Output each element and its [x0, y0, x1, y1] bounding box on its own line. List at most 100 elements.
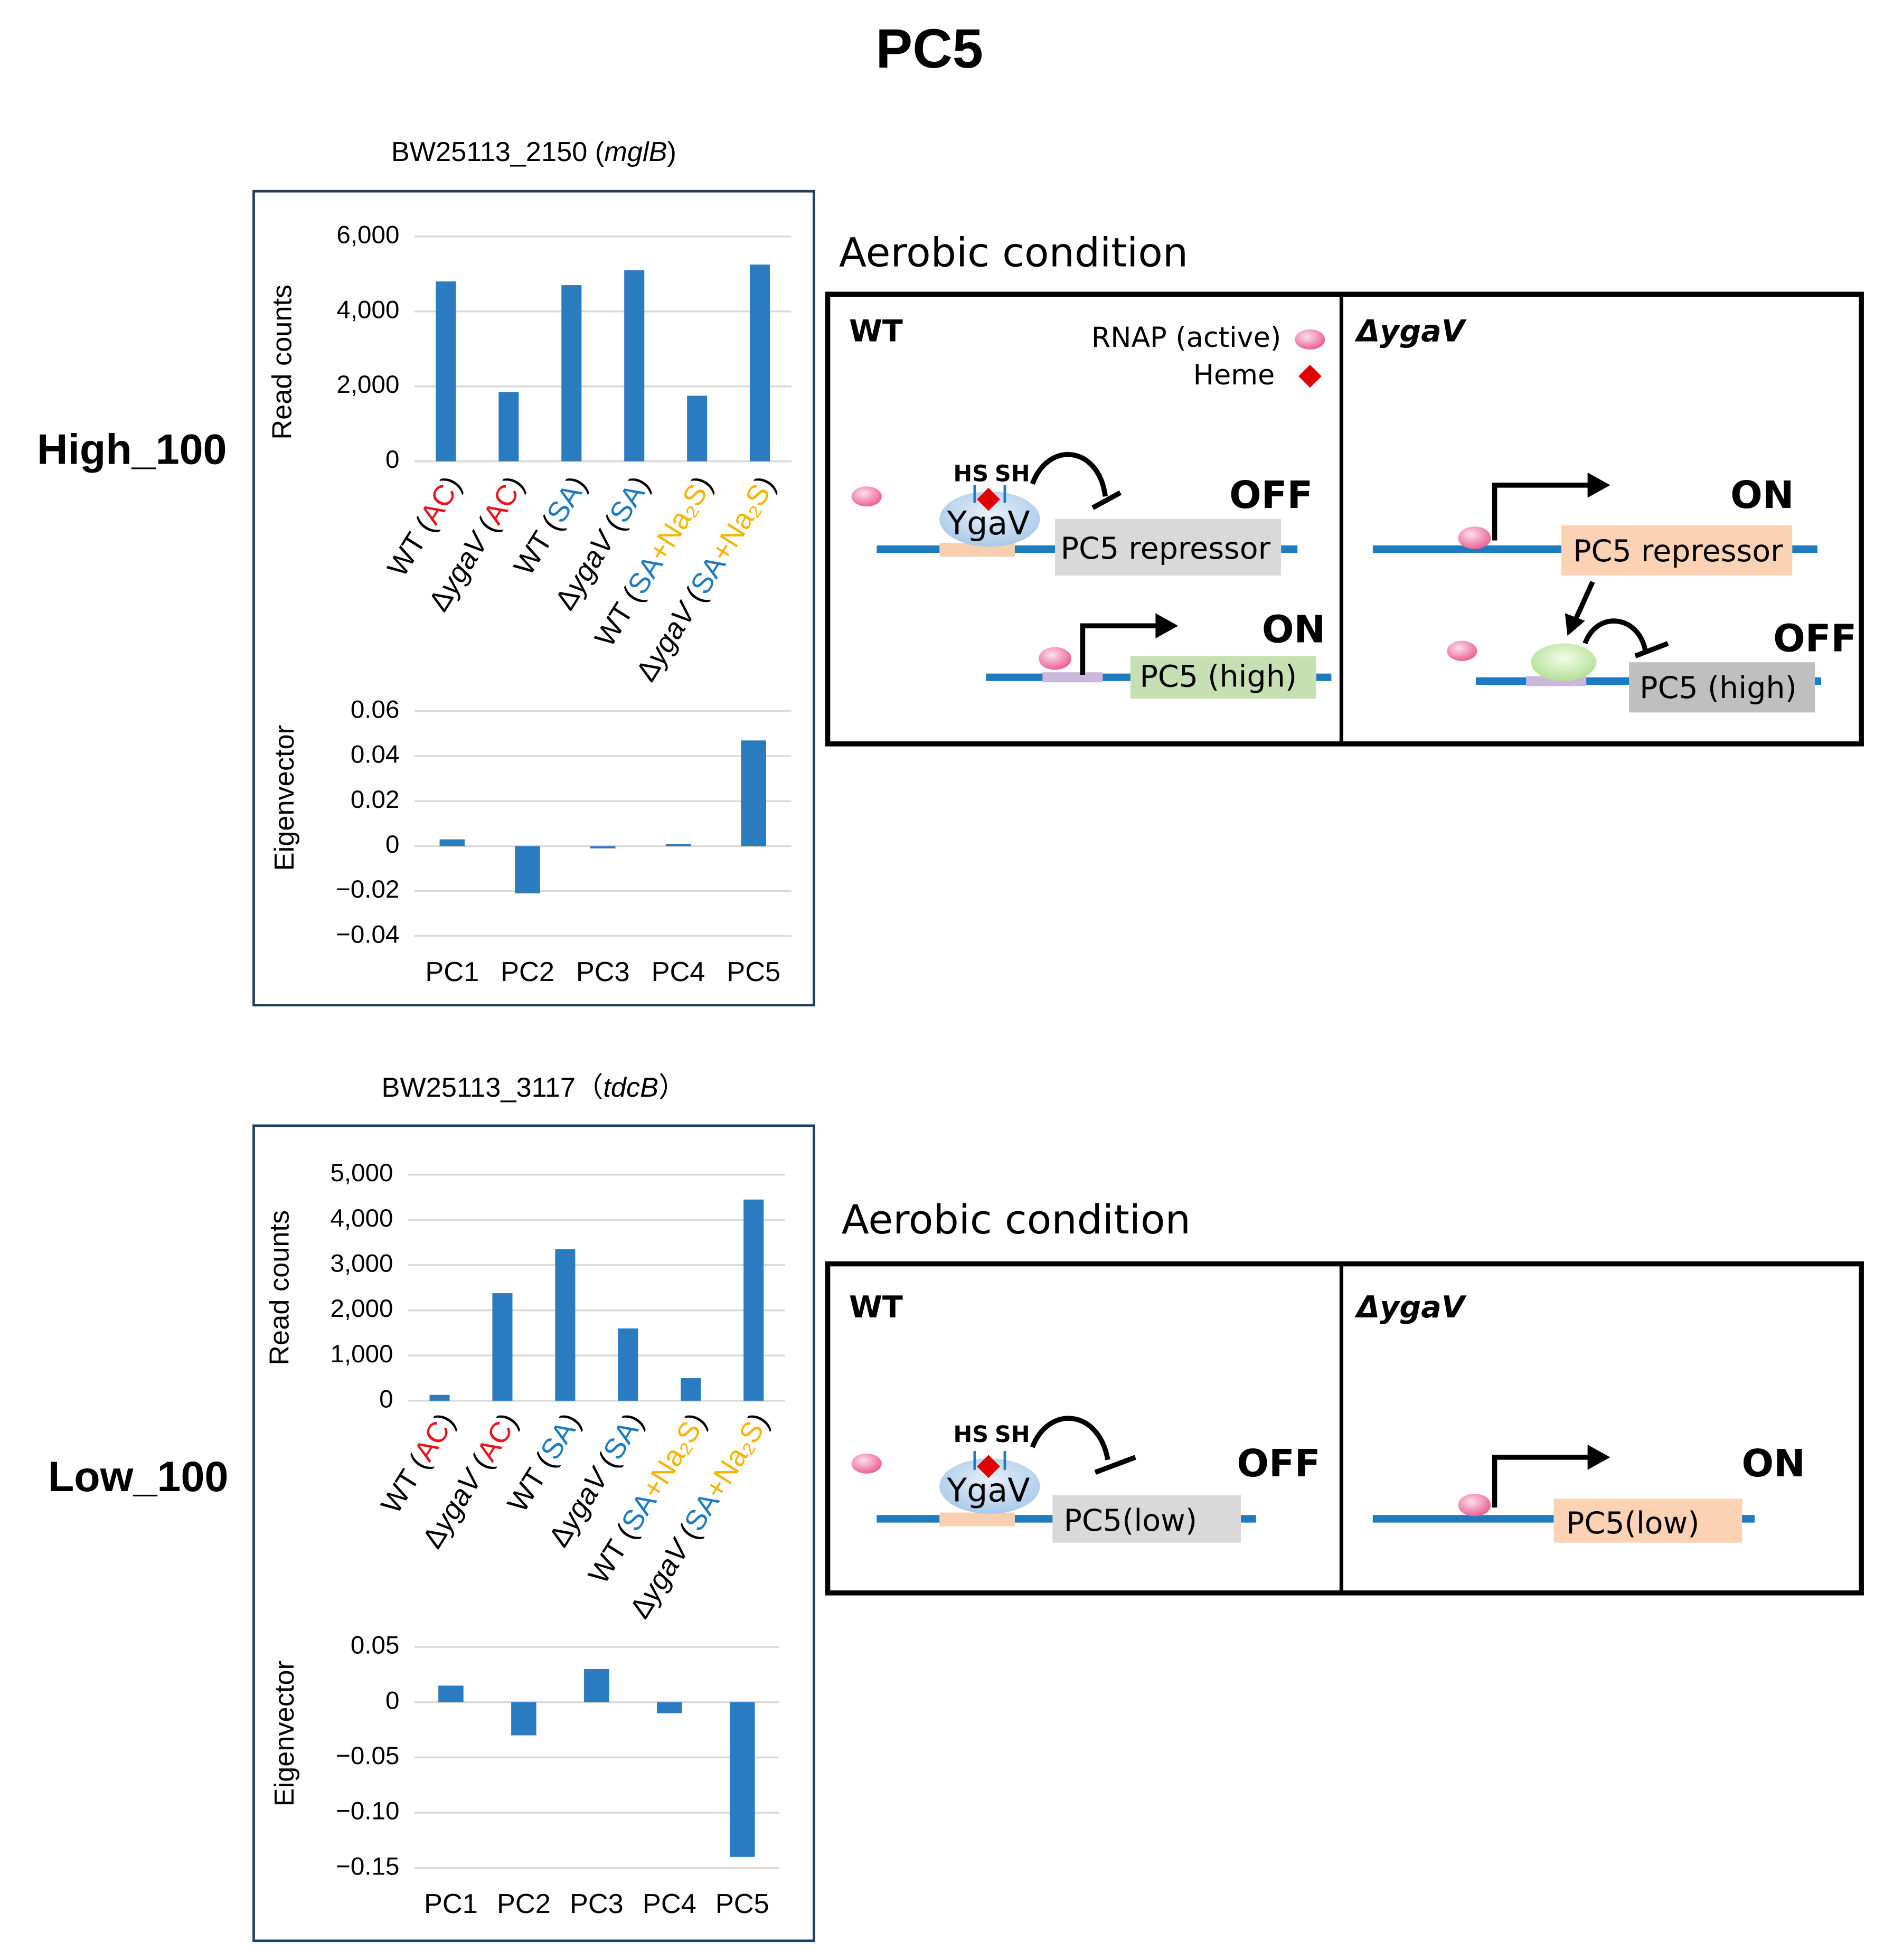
y-axis-label: Eigenvector: [269, 725, 300, 871]
bar: [624, 270, 645, 461]
rnap: [851, 486, 882, 507]
label: YgaV: [946, 504, 1030, 542]
y-tick-label: 4,000: [336, 296, 399, 324]
y-axis-label: Read counts: [267, 285, 297, 440]
diagram-title: Aerobic condition: [839, 229, 1188, 276]
x-tick-label: PC3: [576, 957, 630, 987]
bar: [561, 285, 582, 461]
bar: [665, 844, 691, 846]
y-tick-label: 5,000: [330, 1159, 393, 1187]
diagram-title: Aerobic condition: [842, 1196, 1191, 1243]
y-tick-label: 0.05: [351, 1632, 400, 1660]
rnap: [1447, 640, 1477, 661]
y-axis-label: Read counts: [265, 1210, 295, 1365]
x-tick-label: PC5: [715, 1889, 769, 1919]
rnap-icon: [1295, 329, 1325, 350]
bar: [743, 1199, 764, 1401]
panel-label: ΔygaV: [1354, 1290, 1467, 1325]
repression: [1030, 1416, 1110, 1460]
label: SH: [995, 1421, 1030, 1448]
y-tick-label: 2,000: [330, 1295, 393, 1323]
x-tick-label: PC2: [501, 957, 554, 987]
row-label: High_100: [37, 426, 227, 473]
bar: [584, 1669, 609, 1702]
rnap: [1458, 1493, 1491, 1516]
bar: [492, 1293, 513, 1401]
panel-label: WT: [849, 1290, 903, 1325]
heme: [977, 487, 1000, 511]
chart-frame: [252, 1124, 815, 1943]
chart-frame: [252, 190, 815, 1006]
gene-label: PC5 (high): [1139, 659, 1297, 694]
y-tick-label: 2,000: [336, 371, 399, 399]
label: YgaV: [946, 1472, 1030, 1510]
row-label: Low_100: [48, 1453, 229, 1501]
transcription-arrow: [1080, 623, 1162, 675]
y-tick-label: 3,000: [330, 1250, 393, 1278]
rnap: [1458, 526, 1491, 550]
bar: [687, 395, 708, 461]
state: OFF: [1773, 616, 1857, 660]
bar: [590, 846, 616, 849]
bar: [750, 265, 770, 461]
bar: [515, 846, 540, 893]
x-tick-label: PC4: [652, 957, 705, 987]
panel-frame: [825, 1261, 1864, 1596]
gene-box: [1629, 662, 1815, 713]
y-tick-label: −0.10: [336, 1797, 399, 1825]
gene-box: [1055, 519, 1282, 576]
label: SH: [995, 460, 1030, 487]
state: ON: [1730, 473, 1794, 517]
y-tick-label: 0: [385, 831, 399, 859]
y-tick-label: 0: [379, 1385, 393, 1413]
repression: [1582, 618, 1648, 652]
y-tick-label: −0.02: [336, 875, 399, 903]
y-tick-label: 0.04: [351, 741, 400, 769]
gene-label: PC5 (high): [1640, 671, 1797, 705]
gene-box: [1561, 525, 1793, 576]
transcription-arrow: [1492, 483, 1593, 541]
repression: [1030, 452, 1108, 497]
bar: [681, 1378, 701, 1401]
x-tick-label: PC1: [424, 1889, 478, 1919]
operator: [939, 1512, 1015, 1526]
y-tick-label: 0: [385, 446, 399, 474]
y-tick-label: 6,000: [336, 221, 399, 249]
x-tick-label: PC1: [425, 957, 479, 987]
repressor-protein: [1531, 643, 1597, 681]
label: HS: [953, 1421, 988, 1448]
bar: [741, 740, 766, 846]
gene-label: PC5 repressor: [1573, 534, 1783, 569]
expression-arrow: [1572, 581, 1595, 622]
chart-title: BW25113_2150 (mglB): [391, 137, 676, 167]
diagram: Aerobic condition WT ΔygaV HS SH YgaV PC…: [825, 1196, 1864, 1596]
state: ON: [1262, 608, 1325, 652]
rnap: [1039, 647, 1072, 670]
ygav-protein: [939, 1458, 1040, 1514]
gene-box: [1052, 1495, 1241, 1543]
bar: [555, 1249, 576, 1401]
y-tick-label: −0.05: [336, 1742, 399, 1770]
chart-title: BW25113_3117（tdcB）: [381, 1072, 686, 1103]
bar: [657, 1702, 682, 1713]
bar: [429, 1394, 450, 1401]
panel-label: WT: [849, 314, 903, 349]
x-tick-label: PC4: [643, 1889, 696, 1919]
repression-bar: [1634, 641, 1669, 658]
ygav-protein: [939, 491, 1040, 547]
bar: [439, 839, 465, 846]
y-tick-label: −0.15: [336, 1852, 399, 1880]
y-axis-label: Eigenvector: [269, 1661, 300, 1806]
repression-bar: [1094, 1455, 1136, 1475]
heme-icon: [1298, 364, 1322, 388]
promoter: [1042, 672, 1103, 683]
x-tick-label: PC3: [570, 1889, 624, 1919]
gene-label: PC5(low): [1566, 1506, 1700, 1541]
y-tick-label: 4,000: [330, 1204, 393, 1232]
panel-label: ΔygaV: [1354, 314, 1467, 349]
gene-label: PC5(low): [1064, 1503, 1198, 1538]
bar: [436, 281, 456, 461]
legend-label: RNAP (active): [1091, 322, 1281, 354]
bar: [730, 1702, 755, 1857]
